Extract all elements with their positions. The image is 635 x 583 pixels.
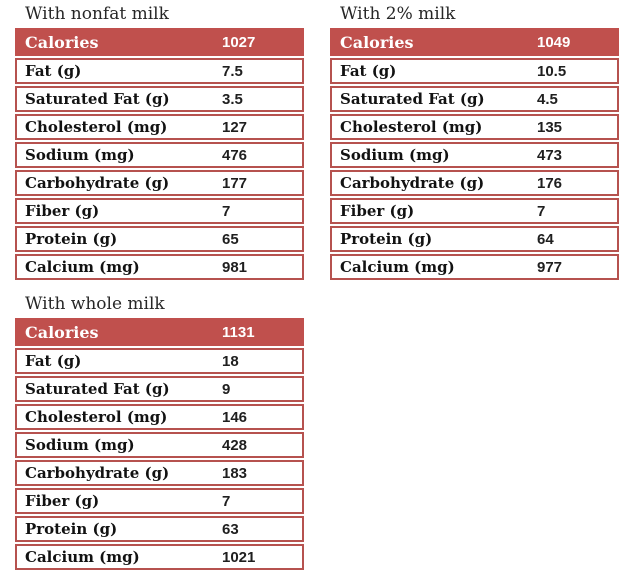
table-row: Sodium (mg) 476 <box>15 142 304 168</box>
header-label: Calories <box>25 322 99 342</box>
table-row: Saturated Fat (g) 3.5 <box>15 86 304 112</box>
table-row: Carbohydrate (g) 183 <box>15 460 304 486</box>
row-label: Saturated Fat (g) <box>25 380 170 398</box>
nutrition-table-block: With whole milk Calories 1131 Fat (g) 18… <box>15 293 304 570</box>
tables-grid: With nonfat milk Calories 1027 Fat (g) 7… <box>15 3 619 570</box>
table-header-row: Calories 1027 <box>15 28 304 56</box>
row-label: Calcium (mg) <box>340 258 455 276</box>
table-header-row: Calories 1049 <box>330 28 619 56</box>
row-value: 18 <box>222 353 239 370</box>
row-label: Protein (g) <box>25 230 118 248</box>
header-value: 1049 <box>537 34 571 51</box>
row-label: Carbohydrate (g) <box>25 174 170 192</box>
row-value: 7 <box>222 203 231 220</box>
table-row: Saturated Fat (g) 4.5 <box>330 86 619 112</box>
row-label: Fiber (g) <box>25 492 100 510</box>
row-label: Saturated Fat (g) <box>340 90 485 108</box>
table-row: Protein (g) 63 <box>15 516 304 542</box>
row-value: 981 <box>222 259 248 276</box>
row-label: Carbohydrate (g) <box>25 464 170 482</box>
row-label: Sodium (mg) <box>340 146 450 164</box>
row-value: 4.5 <box>537 91 558 108</box>
table-row: Fiber (g) 7 <box>15 488 304 514</box>
table-row: Calcium (mg) 1021 <box>15 544 304 570</box>
row-value: 135 <box>537 119 563 136</box>
table-row: Saturated Fat (g) 9 <box>15 376 304 402</box>
row-value: 146 <box>222 409 248 426</box>
table-title: With nonfat milk <box>25 4 169 24</box>
table-row: Carbohydrate (g) 176 <box>330 170 619 196</box>
table-row: Calcium (mg) 977 <box>330 254 619 280</box>
row-label: Fat (g) <box>25 62 82 80</box>
table-row: Cholesterol (mg) 127 <box>15 114 304 140</box>
row-label: Protein (g) <box>340 230 433 248</box>
table-title: With 2% milk <box>340 4 456 24</box>
row-label: Calcium (mg) <box>25 548 140 566</box>
row-value: 177 <box>222 175 248 192</box>
nutrition-table: Calories 1049 Fat (g) 10.5 Saturated Fat… <box>330 28 619 280</box>
row-value: 428 <box>222 437 248 454</box>
row-value: 3.5 <box>222 91 243 108</box>
row-label: Fat (g) <box>25 352 82 370</box>
row-label: Fiber (g) <box>25 202 100 220</box>
row-value: 127 <box>222 119 248 136</box>
row-label: Cholesterol (mg) <box>25 408 168 426</box>
table-row: Fat (g) 18 <box>15 348 304 374</box>
row-value: 63 <box>222 521 239 538</box>
row-value: 977 <box>537 259 563 276</box>
nutrition-table: Calories 1027 Fat (g) 7.5 Saturated Fat … <box>15 28 304 280</box>
row-label: Saturated Fat (g) <box>25 90 170 108</box>
row-value: 176 <box>537 175 563 192</box>
row-label: Sodium (mg) <box>25 436 135 454</box>
row-value: 7.5 <box>222 63 243 80</box>
row-label: Calcium (mg) <box>25 258 140 276</box>
row-label: Sodium (mg) <box>25 146 135 164</box>
row-value: 65 <box>222 231 239 248</box>
header-label: Calories <box>340 32 414 52</box>
table-row: Sodium (mg) 428 <box>15 432 304 458</box>
row-label: Cholesterol (mg) <box>25 118 168 136</box>
nutrition-table-block: With nonfat milk Calories 1027 Fat (g) 7… <box>15 3 304 280</box>
row-value: 7 <box>537 203 546 220</box>
table-row: Calcium (mg) 981 <box>15 254 304 280</box>
nutrition-table-block: With 2% milk Calories 1049 Fat (g) 10.5 … <box>330 3 619 280</box>
table-row: Cholesterol (mg) 135 <box>330 114 619 140</box>
row-value: 1021 <box>222 549 256 566</box>
row-value: 10.5 <box>537 63 567 80</box>
table-row: Cholesterol (mg) 146 <box>15 404 304 430</box>
row-label: Cholesterol (mg) <box>340 118 483 136</box>
table-row: Fat (g) 7.5 <box>15 58 304 84</box>
table-header-row: Calories 1131 <box>15 318 304 346</box>
row-label: Protein (g) <box>25 520 118 538</box>
table-row: Protein (g) 64 <box>330 226 619 252</box>
row-value: 183 <box>222 465 248 482</box>
row-label: Carbohydrate (g) <box>340 174 485 192</box>
header-value: 1131 <box>222 324 255 341</box>
table-row: Fat (g) 10.5 <box>330 58 619 84</box>
row-label: Fat (g) <box>340 62 397 80</box>
header-value: 1027 <box>222 34 256 51</box>
row-value: 473 <box>537 147 563 164</box>
row-value: 7 <box>222 493 231 510</box>
nutrition-table: Calories 1131 Fat (g) 18 Saturated Fat (… <box>15 318 304 570</box>
table-row: Protein (g) 65 <box>15 226 304 252</box>
table-row: Sodium (mg) 473 <box>330 142 619 168</box>
row-label: Fiber (g) <box>340 202 415 220</box>
header-label: Calories <box>25 32 99 52</box>
row-value: 9 <box>222 381 231 398</box>
table-row: Carbohydrate (g) 177 <box>15 170 304 196</box>
table-row: Fiber (g) 7 <box>15 198 304 224</box>
table-title: With whole milk <box>25 294 165 314</box>
row-value: 64 <box>537 231 554 248</box>
table-row: Fiber (g) 7 <box>330 198 619 224</box>
row-value: 476 <box>222 147 248 164</box>
